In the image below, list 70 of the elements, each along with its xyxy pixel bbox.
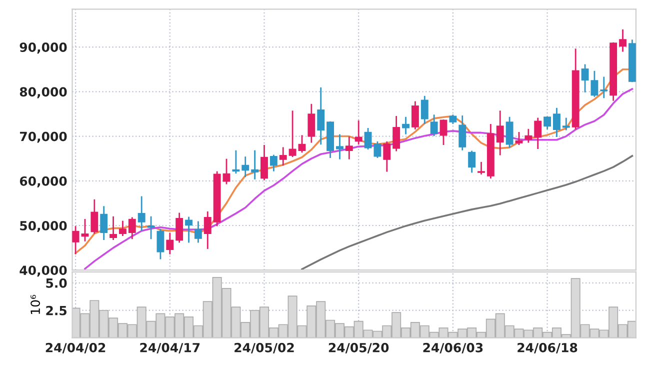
- candlestick: [317, 87, 325, 145]
- y-tick-label: 80,000: [20, 87, 67, 98]
- y-tick-label: 70,000: [20, 132, 67, 143]
- candlestick: [260, 144, 268, 180]
- x-tick-label: 24/05/02: [234, 342, 294, 354]
- candlestick: [81, 219, 89, 242]
- candlestick: [279, 147, 287, 166]
- y-tick-label: 60,000: [20, 176, 67, 188]
- candlestick: [581, 64, 589, 92]
- candlestick: [166, 232, 174, 254]
- candlestick: [402, 116, 410, 134]
- candlestick: [458, 116, 466, 150]
- y-tick-label: 2.5: [46, 306, 67, 316]
- candlestick: [138, 196, 146, 231]
- candlestick: [288, 110, 296, 158]
- line-series: [301, 155, 634, 270]
- candlestick: [534, 118, 542, 150]
- candlestick: [90, 199, 98, 234]
- candlestick: [420, 96, 428, 124]
- candlestick: [118, 220, 126, 236]
- candlestick: [383, 141, 391, 172]
- candlestick: [242, 156, 250, 178]
- x-tick-label: 24/06/03: [423, 342, 483, 354]
- candlestick: [194, 221, 202, 243]
- candlestick: [176, 212, 184, 243]
- candlestick: [411, 101, 419, 130]
- candlestick: [552, 108, 560, 137]
- candlestick: [298, 135, 306, 153]
- candlestick: [524, 128, 532, 143]
- candlestick: [100, 206, 108, 240]
- candlestick: [204, 211, 212, 249]
- candlestick: [392, 116, 400, 152]
- candlestick: [430, 114, 438, 136]
- candlestick: [600, 76, 608, 98]
- candlestick: [440, 120, 448, 146]
- x-tick-label: 24/04/02: [46, 342, 106, 354]
- x-tick-label: 24/06/18: [518, 342, 578, 354]
- candlestick: [110, 216, 118, 240]
- candlestick: [232, 150, 240, 174]
- candlestick: [72, 226, 80, 254]
- candlestick: [468, 150, 476, 173]
- candlestick: [506, 116, 514, 148]
- candlestick: [354, 120, 362, 145]
- candlestick: [222, 158, 230, 184]
- candlestick: [251, 150, 259, 180]
- candlestick: [515, 132, 523, 146]
- y-tick-label: 5.0: [46, 278, 67, 288]
- y-tick-label: 90,000: [20, 42, 67, 54]
- candlestick: [147, 216, 155, 240]
- candlestick: [562, 118, 570, 130]
- candlestick: [336, 134, 344, 160]
- candlestick: [156, 228, 164, 260]
- x-tick-label: 24/04/17: [140, 342, 200, 354]
- candlestick: [270, 154, 278, 172]
- y-tick-label: 50,000: [20, 220, 67, 232]
- candlestick: [374, 141, 382, 158]
- candlestick: [364, 128, 372, 150]
- candlestick: [308, 104, 316, 143]
- x-tick-label: 24/05/20: [328, 342, 389, 354]
- candlestick: [478, 162, 485, 174]
- candlestick: [544, 116, 552, 130]
- candlestick: [496, 110, 504, 156]
- candlestick: [345, 136, 353, 160]
- candlestick: [619, 29, 626, 52]
- candlestick: [185, 216, 192, 243]
- y-tick-label: 40,000: [20, 266, 67, 277]
- candlestick: [128, 217, 136, 240]
- y-axis-title: 10⁶: [30, 294, 40, 314]
- line-series: [84, 88, 634, 270]
- candlestick: [590, 70, 598, 97]
